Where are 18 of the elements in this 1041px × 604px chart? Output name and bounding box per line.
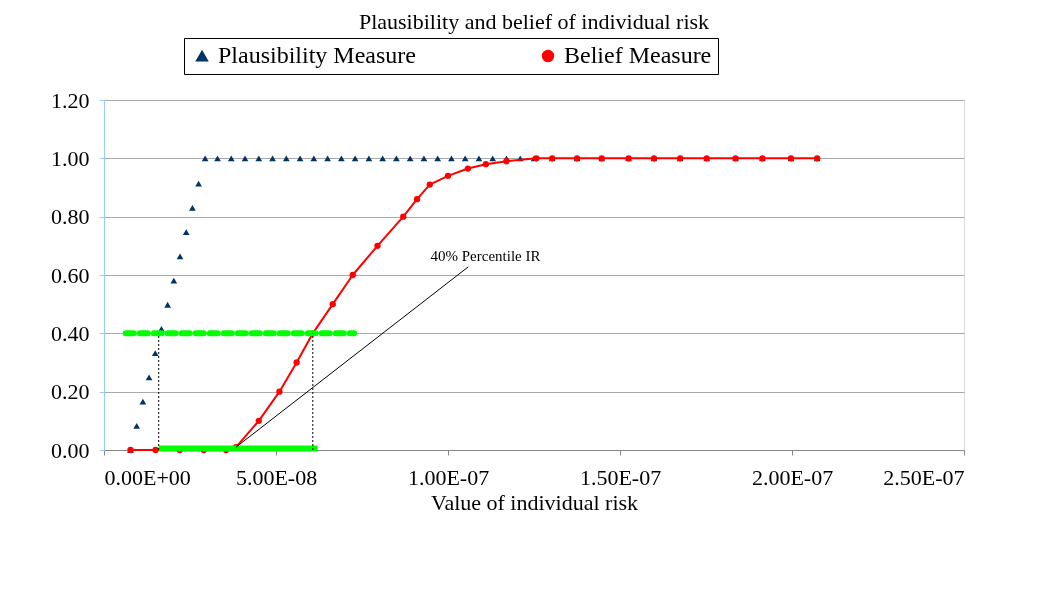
y-tick-label: 0.40 (51, 320, 90, 346)
x-tick-label: 2.00E-07 (751, 464, 834, 490)
x-tick-label: 1.00E-07 (407, 464, 490, 490)
chart-title: Plausibility and belief of individual risk (358, 8, 710, 34)
legend-label: Plausibility Measure (218, 42, 416, 68)
x-axis-title: Value of individual risk (430, 489, 639, 515)
y-tick-label: 0.60 (51, 262, 90, 288)
legend-label: Belief Measure (564, 42, 712, 68)
y-tick-label: 1.20 (51, 87, 90, 113)
x-tick-label: 0.00E+00 (104, 464, 191, 490)
y-tick-label: 1.00 (51, 145, 90, 171)
y-tick-label: 0.80 (51, 204, 90, 230)
annotation: 40% Percentile IR (430, 248, 541, 265)
y-tick-label: 0.20 (51, 379, 90, 405)
x-tick-label: 1.50E-07 (579, 464, 662, 490)
x-tick-label: 2.50E-07 (883, 464, 965, 490)
y-tick-label: 0.00 (51, 437, 90, 463)
x-tick-label: 5.00E-08 (235, 464, 318, 490)
